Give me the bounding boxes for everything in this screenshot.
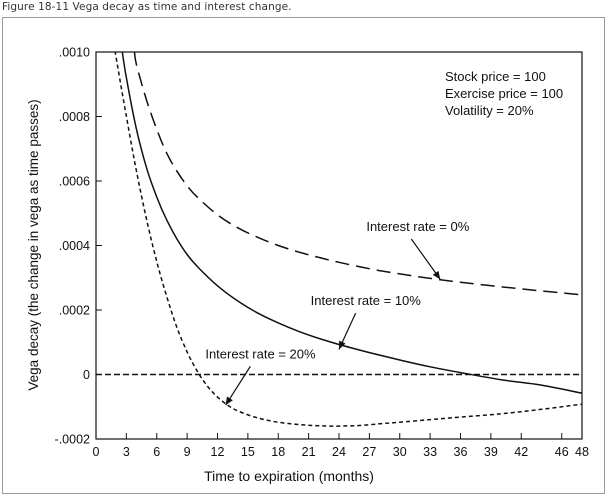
curves <box>96 52 582 427</box>
x-tick-label: 21 <box>302 445 316 459</box>
param-exercise-price: Exercise price = 100 <box>445 86 563 101</box>
x-tick-label: 39 <box>484 445 498 459</box>
param-stock-price: Stock price = 100 <box>445 69 546 84</box>
x-tick-label: 18 <box>271 445 285 459</box>
figure-caption: Figure 18-11 Vega decay as time and inte… <box>2 1 292 13</box>
x-tick-label: 33 <box>423 445 437 459</box>
x-tick-label: 24 <box>332 445 346 459</box>
y-tick-label: .0004 <box>59 239 90 253</box>
y-axis-label: Vega decay (the change in vega as time p… <box>26 99 41 390</box>
annotation-label: Interest rate = 0% <box>366 219 469 234</box>
parameter-box: Stock price = 100 Exercise price = 100 V… <box>445 69 563 118</box>
x-tick-label: 36 <box>454 445 468 459</box>
y-tick-label: .0010 <box>59 46 90 60</box>
y-tick-label: 0 <box>83 368 90 382</box>
x-tick-label: 0 <box>93 445 100 459</box>
curve-rate-10 <box>121 52 582 394</box>
annotation-arrowhead <box>225 396 233 406</box>
x-tick-label: 48 <box>575 445 589 459</box>
y-tick-label: .0006 <box>59 175 90 189</box>
x-tick-label: 15 <box>241 445 255 459</box>
x-tick-label: 12 <box>211 445 225 459</box>
curve-rate-0 <box>133 52 582 296</box>
param-volatility: Volatility = 20% <box>445 103 534 118</box>
x-tick-label: 9 <box>184 445 191 459</box>
x-axis-label: Time to expiration (months) <box>204 468 374 484</box>
axis-ticks: 0 3 6 9 12 15 18 21 24 27 30 33 36 39 42 46 48-.00020.00… <box>55 46 589 460</box>
x-tick-label: 30 <box>393 445 407 459</box>
y-tick-label: .0008 <box>59 110 90 124</box>
curve-rate-20 <box>114 52 582 427</box>
x-tick-label: 46 <box>555 445 569 459</box>
x-tick-label: 42 <box>514 445 528 459</box>
x-tick-label: 6 <box>153 445 160 459</box>
annotations: Interest rate = 0% Interest rate = 10% Int… <box>205 219 470 406</box>
annotation-label: Interest rate = 20% <box>205 346 316 361</box>
annotation-arrowhead <box>432 270 441 280</box>
x-tick-label: 3 <box>123 445 130 459</box>
y-tick-label: .0002 <box>59 304 90 318</box>
y-tick-label: -.0002 <box>55 433 90 447</box>
x-tick-label: 27 <box>362 445 376 459</box>
annotation-label: Interest rate = 10% <box>311 293 422 308</box>
figure-frame <box>2 17 605 494</box>
annotation-arrowhead <box>339 340 346 350</box>
annotation-arrow-line <box>410 238 441 280</box>
